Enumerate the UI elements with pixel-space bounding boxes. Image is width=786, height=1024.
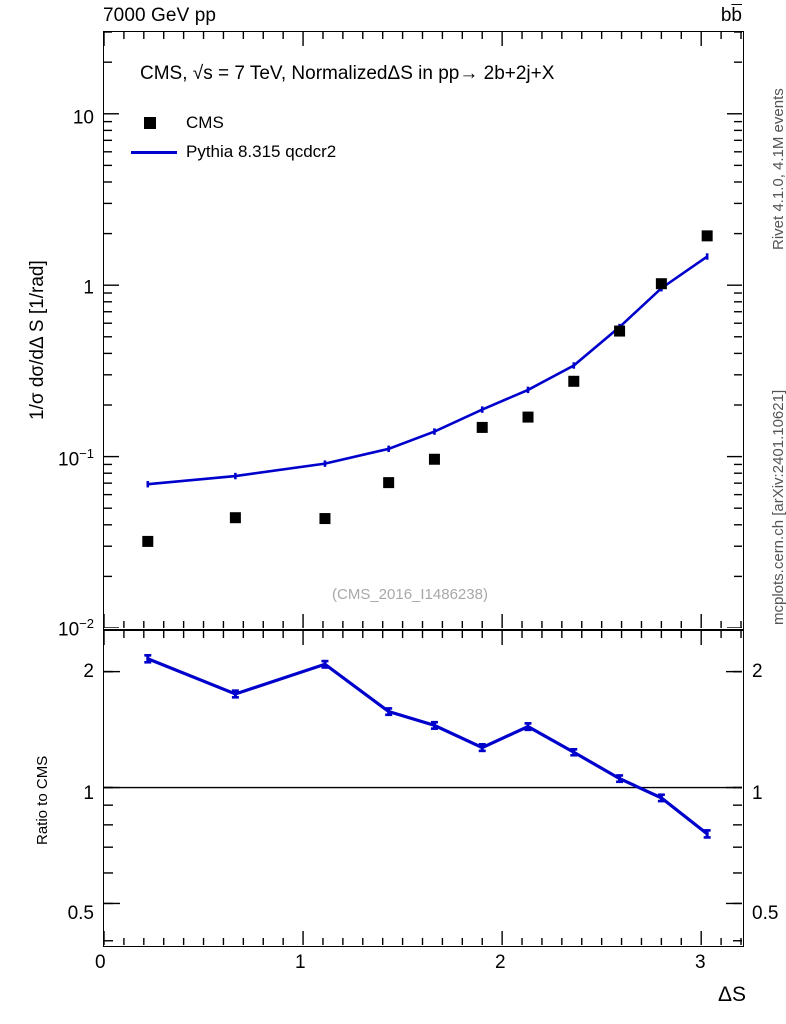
xtick-label-0: 0 <box>95 952 106 973</box>
mcplots-source-label: mcplots.cern.ch [arXiv:2401.10621] <box>770 389 786 625</box>
ytick-label-10: 10 <box>72 107 94 129</box>
legend-label-cms: CMS <box>186 113 224 132</box>
ratio-plot-panel <box>103 630 744 947</box>
analysis-watermark: (CMS_2016_I1486238) <box>332 586 488 603</box>
ytick-label-1: 1 <box>83 277 94 299</box>
final-state-label: bb <box>721 5 742 27</box>
xtick-label-1: 1 <box>295 952 306 973</box>
ratio-ytick-label-0p5-right: 0.5 <box>752 903 779 924</box>
xtick-label-2: 2 <box>495 952 506 973</box>
legend-marker-cms <box>144 117 156 129</box>
final-state-b: b <box>720 5 732 26</box>
final-state-bbar: b <box>731 5 742 26</box>
ytick-label-0p01: 10−2 <box>58 616 94 641</box>
ratio-plot-canvas <box>104 631 742 945</box>
main-plot-canvas <box>104 32 742 628</box>
plot-title: CMS, √s = 7 TeV, NormalizedΔS in pp→ 2b+… <box>140 63 555 84</box>
ytick-label-0p1: 10−1 <box>58 446 94 471</box>
legend-label-pythia: Pythia 8.315 qcdcr2 <box>186 142 337 161</box>
beam-energy-label: 7000 GeV pp <box>103 5 217 26</box>
ratio-ytick-label-1-right: 1 <box>752 783 763 804</box>
rivet-version-label: Rivet 4.1.0, 4.1M events <box>770 88 786 250</box>
ratio-ytick-label-2-right: 2 <box>752 661 763 682</box>
xtick-label-3: 3 <box>695 952 706 973</box>
ratio-ytick-label-1-left: 1 <box>83 783 94 804</box>
main-plot-panel <box>103 31 744 630</box>
ratio-ytick-label-2-left: 2 <box>83 661 94 682</box>
legend-marker-pythia <box>131 151 177 154</box>
x-axis-label: ΔS <box>717 983 746 1006</box>
ratio-ytick-label-0p5-left: 0.5 <box>67 903 94 924</box>
